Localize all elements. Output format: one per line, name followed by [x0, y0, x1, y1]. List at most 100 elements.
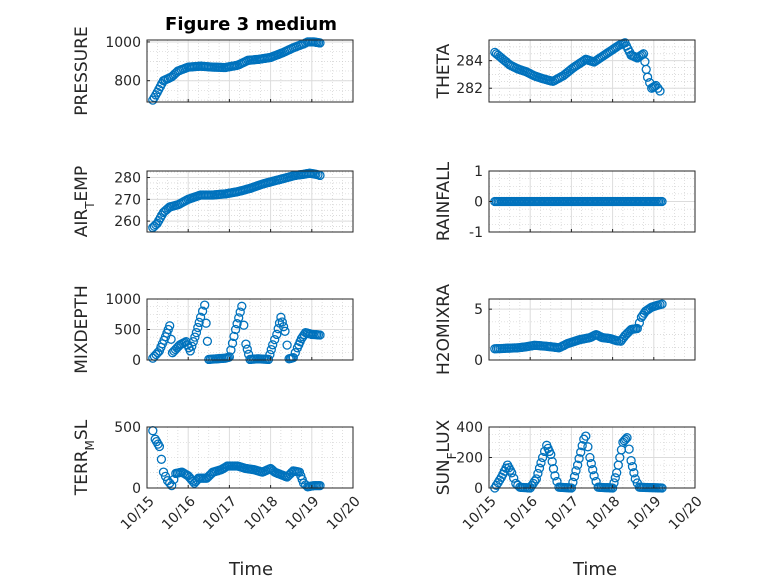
- data-point: [235, 307, 245, 317]
- y-tick-label: 5: [474, 302, 483, 318]
- x-axis-label-left: Time: [228, 559, 273, 580]
- data-point: [581, 431, 591, 441]
- axes-frame: [488, 298, 696, 361]
- y-axis-label: MIXDEPTH: [72, 285, 92, 374]
- data-point: [191, 327, 202, 338]
- data-point: [232, 319, 242, 329]
- data-point: [548, 464, 559, 474]
- x-axis-label-right: Time: [572, 559, 617, 580]
- subplot-h2omixra: 0 5 H2OMIXRA: [434, 284, 696, 375]
- subplot-rainfall: -1 0 1 RAINFALL: [434, 161, 696, 241]
- y-tick-label: 200: [456, 451, 483, 467]
- data-point: [315, 480, 325, 491]
- y-axis-label: TERRMSL: [72, 419, 97, 496]
- data-point: [283, 470, 294, 481]
- data-point: [150, 434, 160, 444]
- y-tick-label: 500: [114, 420, 141, 436]
- data-point: [534, 463, 545, 473]
- data-point: [187, 341, 197, 351]
- data-point: [655, 86, 665, 96]
- data-point: [158, 467, 169, 477]
- data-point: [627, 461, 638, 472]
- axes-frame: [146, 170, 354, 233]
- data-point: [265, 349, 275, 360]
- y-tick-label: 0: [474, 353, 483, 369]
- data-point: [239, 320, 249, 330]
- data-point: [657, 299, 667, 309]
- axes-frame: [146, 39, 354, 103]
- data-point: [278, 322, 289, 332]
- subplot-pressure: 800 1000 PRESSURE: [72, 26, 354, 116]
- data-point: [201, 318, 211, 328]
- data-point: [263, 354, 274, 365]
- data-point: [156, 454, 167, 464]
- data-point: [241, 339, 251, 349]
- data-point: [634, 318, 645, 328]
- data-point: [190, 332, 200, 342]
- data-point: [657, 196, 667, 207]
- data-point: [242, 344, 252, 354]
- y-axis-label: H2OMIXRA: [434, 284, 454, 375]
- data-point: [167, 480, 177, 491]
- y-tick-label: 280: [114, 171, 141, 187]
- data-point: [632, 323, 642, 334]
- data-point: [229, 331, 239, 342]
- data-point: [589, 471, 599, 481]
- y-tick-label: 1: [474, 164, 483, 180]
- data-point: [234, 313, 244, 323]
- data-point: [576, 447, 586, 457]
- data-point: [536, 458, 546, 468]
- y-axis-label: RAINFALL: [434, 161, 454, 241]
- data-point: [571, 466, 581, 476]
- axes-frame: [146, 426, 354, 489]
- data-point: [288, 352, 298, 363]
- data-point: [642, 72, 653, 82]
- y-tick-label: 1000: [105, 292, 141, 308]
- y-tick-label: -1: [469, 225, 483, 241]
- data-point: [226, 345, 236, 355]
- data-point: [290, 348, 300, 358]
- data-point: [276, 312, 286, 322]
- data-point: [569, 471, 580, 482]
- data-point: [533, 468, 543, 479]
- y-axis-label: THETA: [434, 43, 454, 99]
- data-point: [195, 312, 206, 322]
- data-point: [653, 83, 663, 93]
- data-point: [624, 444, 634, 454]
- data-point: [282, 340, 292, 350]
- y-tick-label: 0: [474, 195, 483, 211]
- data-point: [629, 468, 639, 478]
- y-tick-label: 282: [456, 81, 483, 97]
- data-point: [160, 471, 171, 482]
- y-tick-label: 260: [114, 214, 141, 230]
- data-point: [568, 477, 578, 487]
- y-tick-label: 1000: [105, 35, 141, 51]
- data-point: [585, 452, 595, 463]
- data-point: [202, 336, 213, 346]
- data-point: [537, 452, 548, 463]
- data-point: [626, 455, 636, 466]
- data-point: [531, 474, 542, 484]
- data-point: [530, 476, 540, 486]
- data-point: [619, 436, 629, 446]
- data-point: [188, 337, 198, 347]
- data-point: [165, 321, 175, 331]
- y-tick-label: 0: [132, 353, 141, 369]
- data-point: [620, 434, 631, 444]
- data-point: [574, 453, 584, 464]
- data-point: [315, 330, 325, 340]
- data-point: [277, 317, 287, 327]
- data-point: [586, 458, 596, 469]
- subplot-mixdepth: 0 500 1000 MIXDEPTH: [72, 285, 354, 374]
- data-point: [270, 334, 280, 345]
- data-point: [153, 439, 163, 449]
- data-point: [224, 352, 235, 362]
- data-point: [280, 326, 290, 336]
- data-point: [609, 478, 619, 488]
- data-point: [610, 473, 620, 483]
- data-point: [266, 344, 276, 355]
- y-axis-label: SUNFLUX: [434, 419, 459, 495]
- y-tick-label: 400: [456, 420, 483, 436]
- figure-title: Figure 3 medium: [165, 14, 337, 35]
